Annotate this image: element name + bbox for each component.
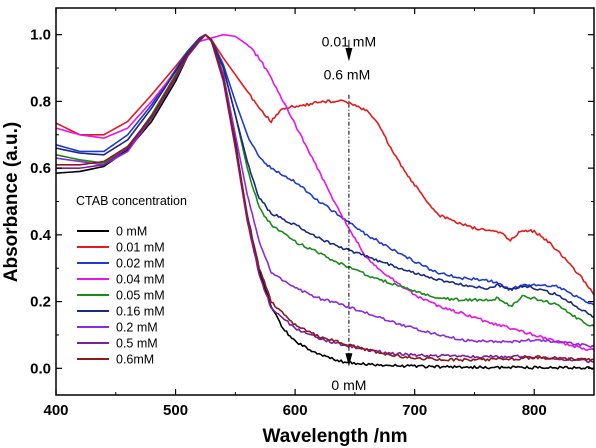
y-tick-label: 0.6: [30, 160, 51, 177]
series-line: [55, 33, 595, 306]
annotation-arrow-down: [345, 48, 353, 62]
legend-label: 0.02 mM: [116, 257, 165, 271]
y-tick-label: 0.2: [30, 294, 51, 311]
series-line: [55, 33, 595, 318]
legend-label: 0.01 mM: [116, 241, 165, 255]
legend-label: 0.6mM: [116, 353, 154, 367]
series-line: [56, 33, 595, 364]
x-tick-label: 700: [402, 402, 427, 419]
series-line: [56, 33, 595, 362]
series-line: [55, 33, 595, 370]
legend-label: 0.5 mM: [116, 337, 158, 351]
legend-label: 0.04 mM: [116, 273, 165, 287]
legend-label: 0 mM: [116, 225, 147, 239]
x-tick-label: 600: [283, 402, 308, 419]
y-axis-title: Absorbance (a.u.): [1, 122, 22, 282]
annotation-arrow-down-bottom: [345, 353, 353, 367]
plot-lines: [55, 33, 595, 370]
legend-items: 0 mM 0.01 mM 0.02 mM 0.04 mM 0.05 mM 0.16 mM 0…: [77, 225, 165, 367]
tick-marks: [55, 8, 594, 395]
legend: CTAB concentration 0 mM 0.01 mM 0.02 mM 0.0…: [76, 194, 187, 367]
x-axis-title: Wavelength /nm: [263, 426, 408, 447]
legend-label: 0.16 mM: [116, 305, 165, 319]
annotation-top-lower: 0.6 mM: [324, 67, 371, 83]
y-tick-label: 1.0: [30, 27, 51, 44]
series-line: [55, 33, 595, 296]
tick-labels: 400 500 600 700 800 0.0 0.2 0.4 0.6 0.8 1.0: [30, 27, 547, 419]
series-line: [55, 33, 595, 352]
annotation-bottom: 0 mM: [331, 377, 366, 393]
legend-label: 0.2 mM: [116, 321, 158, 335]
x-tick-label: 500: [163, 402, 188, 419]
legend-label: 0.05 mM: [116, 289, 165, 303]
y-tick-label: 0.4: [30, 227, 52, 244]
y-tick-label: 0.0: [30, 360, 51, 377]
x-tick-label: 800: [522, 402, 547, 419]
legend-title: CTAB concentration: [76, 194, 187, 208]
x-tick-label: 400: [43, 402, 68, 419]
y-tick-label: 0.8: [30, 93, 51, 110]
